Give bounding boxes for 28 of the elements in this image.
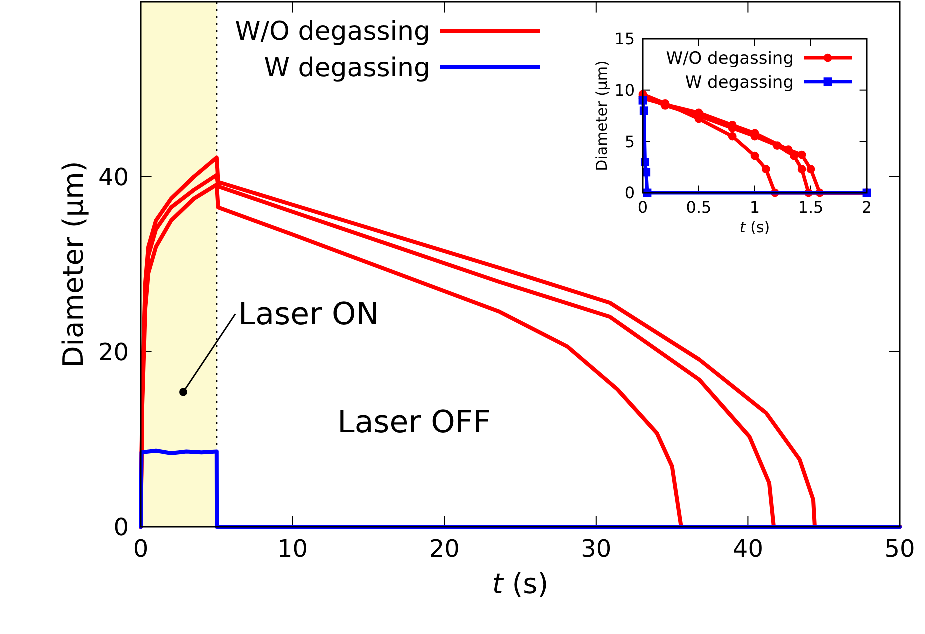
x-tick-label: 0: [133, 535, 149, 563]
y-tick-label: 5: [624, 132, 635, 152]
y-tick-label: 0: [114, 513, 129, 542]
legend-label: W/O degassing: [235, 17, 430, 48]
x-tick-label: 50: [884, 535, 916, 563]
x-tick-label: 20: [429, 535, 460, 563]
y-axis-title: Diameter (μm): [57, 161, 90, 368]
y-tick-label: 15: [614, 30, 635, 49]
annotation: Laser ON: [238, 296, 380, 332]
x-tick-label: 1.5: [798, 198, 824, 217]
x-tick-label: 1: [750, 198, 760, 217]
annotation: Laser OFF: [338, 404, 491, 440]
y-tick-label: 20: [98, 338, 129, 366]
x-tick-label: 0.5: [686, 198, 712, 217]
legend-label: W degassing: [685, 72, 794, 93]
y-axis-title: Diameter (μm): [592, 60, 611, 172]
legend-label: W degassing: [264, 54, 430, 84]
x-tick-label: 0: [638, 198, 648, 217]
y-tick-label: 10: [614, 80, 635, 100]
legend-label: W/O degassing: [666, 48, 794, 69]
y-tick-label: 40: [98, 163, 129, 192]
x-tick-label: 40: [732, 535, 764, 563]
x-axis-title: t (s): [492, 567, 549, 600]
x-tick-label: 30: [581, 535, 612, 563]
x-tick-label: 2: [862, 198, 872, 217]
x-tick-label: 10: [278, 535, 308, 563]
y-tick-label: 0: [624, 184, 635, 203]
x-axis-title: t (s): [740, 218, 770, 236]
